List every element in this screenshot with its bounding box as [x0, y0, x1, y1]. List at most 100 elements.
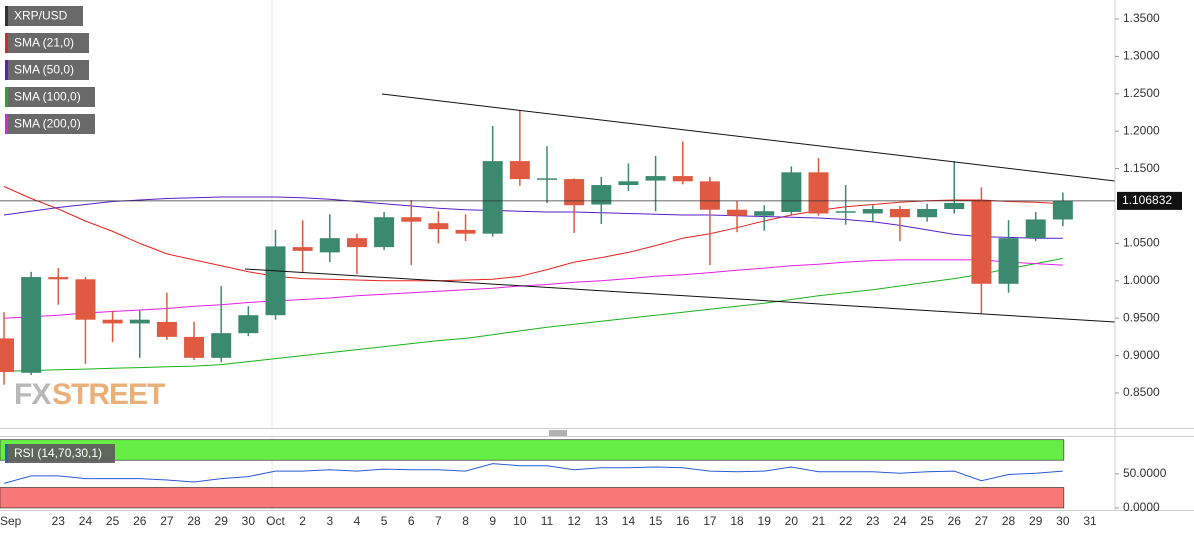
- candle-body: [618, 181, 639, 186]
- candle-body: [265, 246, 286, 316]
- x-tick-label: 27: [975, 514, 989, 528]
- x-tick-label: 29: [1029, 514, 1043, 528]
- y-tick-label: 1.0000: [1123, 273, 1160, 287]
- legend-item[interactable]: SMA (21,0): [5, 33, 89, 53]
- x-tick-label: 29: [215, 514, 229, 528]
- trendline-lower: [244, 268, 1116, 323]
- y-tick-label: 0.9000: [1123, 348, 1160, 362]
- x-tick-label: 25: [920, 514, 934, 528]
- rsi-upper-band: [0, 439, 1065, 461]
- candle-body: [319, 238, 340, 253]
- x-tick-label: 6: [408, 514, 415, 528]
- legend-box: [5, 33, 89, 53]
- y-tick-label: 1.3500: [1123, 11, 1160, 25]
- x-tick-label: 26: [133, 514, 147, 528]
- x-tick-label: 27: [160, 514, 174, 528]
- candle-body: [129, 319, 150, 324]
- rsi-tick-label: 50.0000: [1123, 466, 1167, 480]
- legend-swatch: [5, 60, 8, 80]
- legend-label: SMA (21,0): [14, 36, 74, 50]
- candle-body: [1025, 219, 1046, 239]
- legend-item[interactable]: SMA (100,0): [5, 87, 95, 107]
- rsi-legend[interactable]: RSI (14,70,30,1): [5, 444, 115, 463]
- y-tick-label: 1.1500: [1123, 161, 1160, 175]
- panel-resize-handle[interactable]: [549, 430, 567, 436]
- candle-body: [537, 178, 557, 180]
- y-tick-label: 0.9500: [1123, 310, 1160, 324]
- candle-body: [727, 209, 748, 216]
- legend-swatch: [5, 444, 8, 463]
- x-tick-label: 20: [785, 514, 799, 528]
- y-tick-label: 0.8500: [1123, 385, 1160, 399]
- x-tick-label: 2: [299, 514, 306, 528]
- x-tick-label: 3: [326, 514, 333, 528]
- x-tick-label: 10: [513, 514, 527, 528]
- candle-body: [292, 247, 313, 251]
- candle-body: [156, 321, 177, 337]
- candle-body: [917, 208, 938, 218]
- legend-box: [5, 6, 83, 26]
- x-tick-label: 30: [1056, 514, 1070, 528]
- candle-body: [971, 200, 992, 284]
- candle-body: [889, 208, 910, 218]
- x-tick-label: 31: [1083, 514, 1097, 528]
- x-tick-label: 15: [649, 514, 663, 528]
- candle-body: [645, 176, 666, 181]
- legend-swatch: [5, 87, 8, 107]
- x-tick-label: 9: [489, 514, 496, 528]
- candle-body: [75, 279, 96, 320]
- legend-label: XRP/USD: [14, 9, 68, 23]
- legend-item[interactable]: XRP/USD: [5, 6, 83, 26]
- candle-body: [102, 319, 123, 324]
- trendline-upper: [381, 93, 1116, 182]
- x-tick-label: 13: [595, 514, 609, 528]
- y-tick-label: 1.2000: [1123, 123, 1160, 137]
- legend-label: SMA (50,0): [14, 63, 74, 77]
- legend-label: RSI (14,70,30,1): [14, 446, 102, 460]
- x-tick-label: Oct: [266, 514, 285, 528]
- candle-body: [998, 238, 1019, 284]
- x-tick-label: 25: [106, 514, 120, 528]
- x-tick-label: 19: [758, 514, 772, 528]
- candle-body: [48, 277, 69, 280]
- y-tick-label: 1.0500: [1123, 236, 1160, 250]
- x-tick-label: 21: [812, 514, 826, 528]
- candle-body: [699, 181, 720, 210]
- candle-body: [781, 172, 802, 212]
- sma-line: [3, 257, 1063, 372]
- legend-swatch: [5, 6, 8, 26]
- candle-body: [428, 223, 449, 230]
- x-tick-label: 4: [354, 514, 361, 528]
- candle-body: [509, 161, 530, 180]
- x-tick-label: 7: [435, 514, 442, 528]
- candle-body: [374, 217, 395, 248]
- x-tick-label: 11: [541, 514, 554, 528]
- candle-body: [591, 185, 612, 205]
- candle-body: [482, 161, 503, 234]
- legend-item[interactable]: SMA (50,0): [5, 60, 89, 80]
- x-tick-label: 24: [79, 514, 93, 528]
- x-tick-label: 28: [1002, 514, 1016, 528]
- candle-body: [346, 238, 367, 248]
- sma-line: [3, 259, 1063, 319]
- candle-body: [672, 176, 693, 182]
- legend-label: SMA (200,0): [14, 117, 81, 131]
- legend-item[interactable]: SMA (200,0): [5, 114, 95, 134]
- watermark-fx: FX: [14, 378, 51, 411]
- x-tick-label: 23: [52, 514, 66, 528]
- candle-body: [455, 229, 476, 234]
- watermark-street: STREET: [52, 378, 165, 411]
- rsi-lower-band: [0, 487, 1065, 509]
- x-tick-label: 26: [948, 514, 962, 528]
- last-price-label: 1.106832: [1122, 193, 1172, 207]
- candle-body: [21, 277, 42, 373]
- x-tick-label: 12: [567, 514, 581, 528]
- candle-body: [862, 208, 883, 214]
- rsi-line: [3, 463, 1063, 484]
- x-tick-label: 17: [703, 514, 717, 528]
- candle-body: [211, 333, 232, 358]
- legend-box: [5, 444, 115, 463]
- legend-swatch: [5, 114, 8, 134]
- x-tick-label: 23: [866, 514, 880, 528]
